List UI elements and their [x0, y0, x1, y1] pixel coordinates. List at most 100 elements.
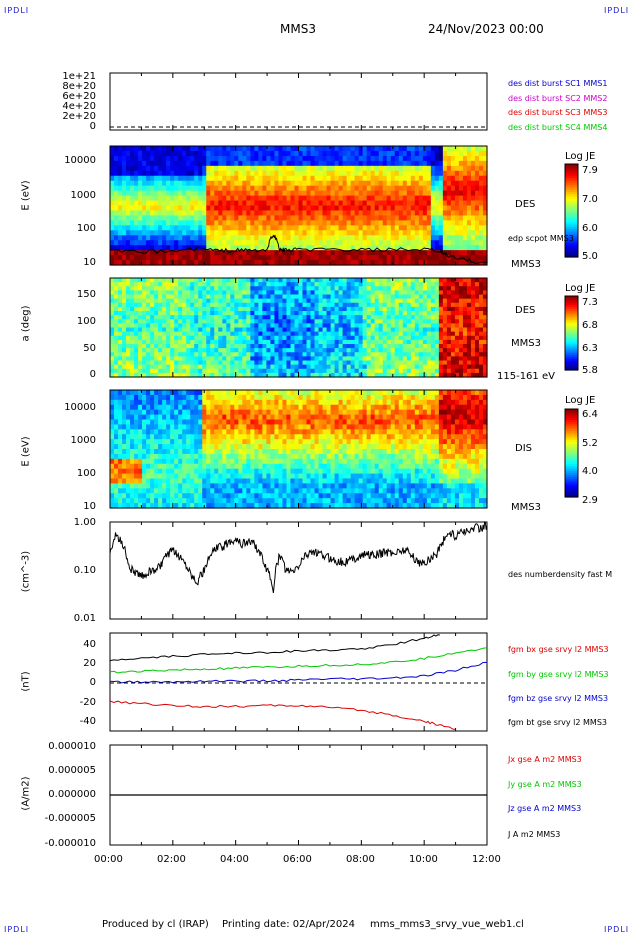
p3-ytick: 50	[83, 343, 96, 354]
p4-ytick: 10	[83, 501, 96, 512]
p3-cb-tick: 7.3	[582, 297, 598, 308]
p3-cb-tick: 5.8	[582, 365, 598, 376]
p2-scpot-line	[109, 234, 488, 264]
p4-ytick: 10000	[64, 402, 96, 413]
p4-colorbar	[565, 409, 578, 498]
p2-cb-tick: 6.0	[582, 223, 598, 234]
p7-legend-jy: Jy gse A m2 MMS3	[508, 780, 582, 789]
p2-cb-tick: 7.0	[582, 194, 598, 205]
x-tick: 04:00	[220, 854, 249, 865]
p1-frame	[109, 72, 488, 131]
p4-cb-tick: 6.4	[582, 409, 598, 420]
corner-label-top-right: IPDLI	[604, 6, 630, 15]
p2-ylabel: E (eV)	[20, 180, 32, 211]
p3-cb-tick: 6.3	[582, 343, 598, 354]
p4-cb-tick: 4.0	[582, 466, 598, 477]
p2-colorbar-frame	[564, 163, 579, 258]
p4-cb-title: Log JE	[565, 395, 596, 406]
corner-label-top-left: IPDLI	[4, 6, 30, 15]
p2-ytick: 10	[83, 257, 96, 268]
p7-ylabel: (A/m2)	[20, 776, 32, 811]
p4-colorbar-frame	[564, 408, 579, 498]
p6-by-line	[109, 647, 488, 674]
p2-cb-tick: 5.0	[582, 251, 598, 262]
p3-colorbar-frame	[564, 295, 579, 371]
p1-ytick: 8e+20	[62, 81, 96, 92]
p1-ytick: 4e+20	[62, 101, 96, 112]
p6-ytick: -40	[79, 716, 96, 727]
p6-ylabel: (nT)	[20, 671, 32, 692]
p2-cb-tick: 7.9	[582, 165, 598, 176]
p3-colorbar	[565, 296, 578, 371]
p6-ytick: -20	[79, 697, 96, 708]
p2-sc-label: MMS3	[511, 259, 541, 270]
p7-legend-jx: Jx gse A m2 MMS3	[508, 755, 582, 764]
p7-legend-j: J A m2 MMS3	[508, 830, 561, 839]
p2-species-label: DES	[515, 199, 536, 210]
p2-ytick: 100	[76, 223, 96, 234]
p4-sc-label: MMS3	[511, 502, 541, 513]
p5-legend: des numberdensity fast M	[508, 570, 613, 579]
p7-ytick: 0.000005	[48, 765, 96, 776]
p5-ylabel: (cm^-3)	[20, 550, 32, 593]
p5-ytick: 1.00	[73, 517, 96, 528]
p5-density-line	[109, 521, 488, 594]
p4-ylabel: E (eV)	[20, 436, 32, 467]
p6-ytick: 0	[89, 677, 96, 688]
mission-title: MMS3	[280, 22, 316, 36]
p6-legend-bt: fgm bt gse srvy l2 MMS3	[508, 718, 607, 727]
p1-legend-sc4: des dist burst SC4 MMS4	[508, 123, 608, 132]
p5-frame	[109, 521, 488, 620]
p3-energy-range: 115-161 eV	[497, 371, 555, 382]
p3-species-label: DES	[515, 305, 536, 316]
p3-ytick: 100	[76, 316, 96, 327]
x-tick: 08:00	[346, 854, 375, 865]
p4-ytick: 1000	[70, 435, 96, 446]
p7-ytick: -0.000005	[44, 813, 96, 824]
p1-legend-sc1: des dist burst SC1 MMS1	[508, 79, 608, 88]
des-pitch-angle-spectrogram	[110, 278, 488, 378]
p7-legend-jz: Jz gse A m2 MMS3	[508, 804, 582, 813]
p3-ytick: 150	[76, 289, 96, 300]
datetime-title: 24/Nov/2023 00:00	[428, 22, 544, 36]
p1-ytick: 2e+20	[62, 111, 96, 122]
p4-species-label: DIS	[515, 443, 532, 454]
p7-ytick: 0.000000	[48, 789, 96, 800]
p1-legend-sc3: des dist burst SC3 MMS3	[508, 108, 608, 117]
p1-ytick: 1e+21	[62, 71, 96, 82]
footer-produced-by: Produced by cl (IRAP)	[102, 919, 209, 930]
p3-ytick: 0	[89, 369, 96, 380]
p6-ytick: 40	[83, 639, 96, 650]
p5-ytick: 0.01	[73, 613, 96, 624]
p1-ytick: 0	[89, 121, 96, 132]
p1-ytick: 6e+20	[62, 91, 96, 102]
footer-printing-date: Printing date: 02/Apr/2024	[222, 919, 355, 930]
p6-bt-line	[109, 634, 440, 662]
p2-ytick: 1000	[70, 190, 96, 201]
dis-energy-spectrogram	[110, 390, 488, 509]
x-tick: 06:00	[283, 854, 312, 865]
p4-ytick: 100	[76, 468, 96, 479]
p3-ylabel: a (deg)	[20, 305, 32, 342]
corner-label-bottom-right: IPDLI	[604, 925, 630, 934]
p2-ytick: 10000	[64, 155, 96, 166]
p7-ytick: 0.000010	[48, 741, 96, 752]
p2-colorbar	[565, 164, 578, 258]
footer-file-name: mms_mms3_srvy_vue_web1.cl	[370, 919, 524, 930]
p4-cb-tick: 5.2	[582, 438, 598, 449]
p2-overlay-label: edp scpot MMS3	[508, 234, 574, 243]
x-tick: 12:00	[472, 854, 501, 865]
x-tick: 02:00	[157, 854, 186, 865]
p4-cb-tick: 2.9	[582, 495, 598, 506]
x-tick: 10:00	[409, 854, 438, 865]
corner-label-bottom-left: IPDLI	[4, 925, 30, 934]
p6-bx-line	[109, 700, 456, 730]
p3-cb-title: Log JE	[565, 283, 596, 294]
x-tick: 00:00	[94, 854, 123, 865]
p6-legend-bx: fgm bx gse srvy l2 MMS3	[508, 645, 609, 654]
p6-bz-line	[109, 661, 488, 684]
p2-cb-title: Log JE	[565, 151, 596, 162]
p6-legend-by: fgm by gse srvy l2 MMS3	[508, 670, 609, 679]
p7-ytick: -0.000010	[44, 838, 96, 849]
